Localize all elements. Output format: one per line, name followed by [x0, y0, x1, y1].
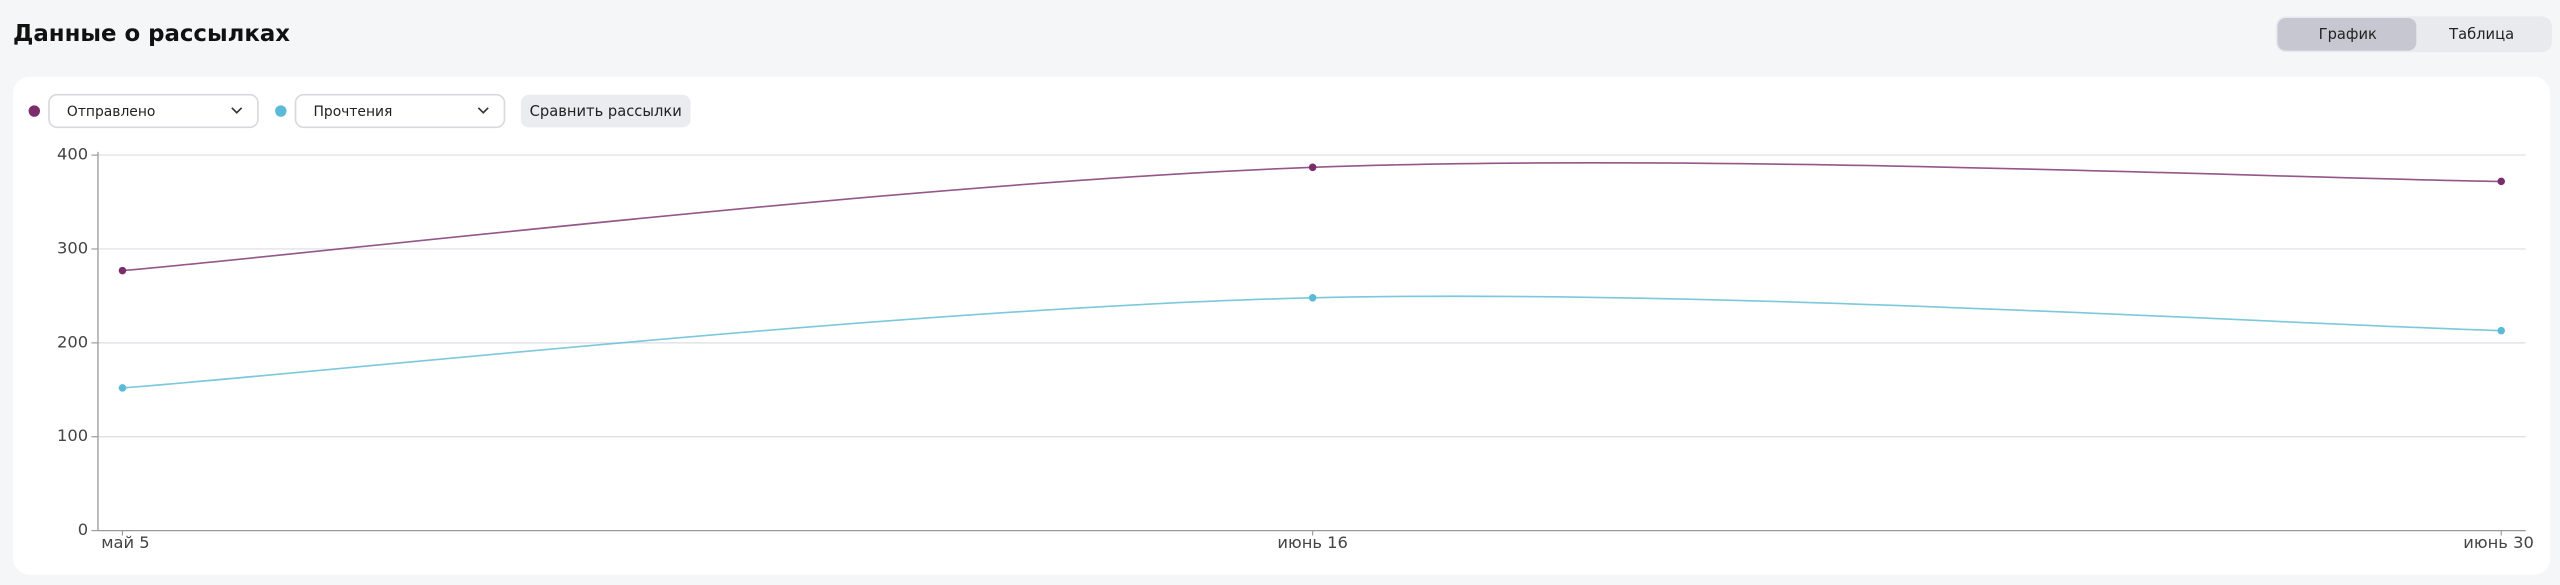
compare-button-label[interactable]: Сравнить рассылки [530, 103, 682, 120]
compare-button[interactable] [520, 94, 691, 128]
x-tick-label: май 5 [101, 533, 149, 552]
y-tick-label: 400 [57, 145, 88, 164]
select-chevron [477, 107, 489, 114]
data-point [1308, 294, 1317, 302]
toggle-graph[interactable]: График [2319, 26, 2377, 43]
y-tick-label: 0 [78, 520, 88, 539]
data-point [118, 384, 127, 392]
data-point [1308, 163, 1317, 172]
data-point [118, 266, 127, 275]
select-chevron [231, 107, 243, 114]
y-tick-label: 200 [57, 332, 88, 351]
y-tick-label: 100 [57, 426, 88, 445]
series-select[interactable] [48, 93, 259, 129]
legend-label[interactable]: Отправлено [67, 104, 155, 120]
y-tick-label: 300 [57, 238, 88, 257]
legend-dot [275, 105, 287, 117]
chart-card [13, 76, 2551, 575]
legend-label[interactable]: Прочтения [313, 104, 392, 120]
x-tick-label: июнь 16 [1277, 533, 1348, 552]
page-title: Данные о рассылках [13, 21, 290, 47]
toggle-active[interactable] [2277, 17, 2417, 51]
legend-dot [28, 105, 40, 117]
data-point [2497, 326, 2505, 335]
series-select[interactable] [294, 93, 506, 129]
x-tick-label: июнь 30 [2463, 533, 2534, 552]
toggle-table[interactable]: Таблица [2448, 26, 2514, 43]
data-point [2497, 177, 2505, 186]
